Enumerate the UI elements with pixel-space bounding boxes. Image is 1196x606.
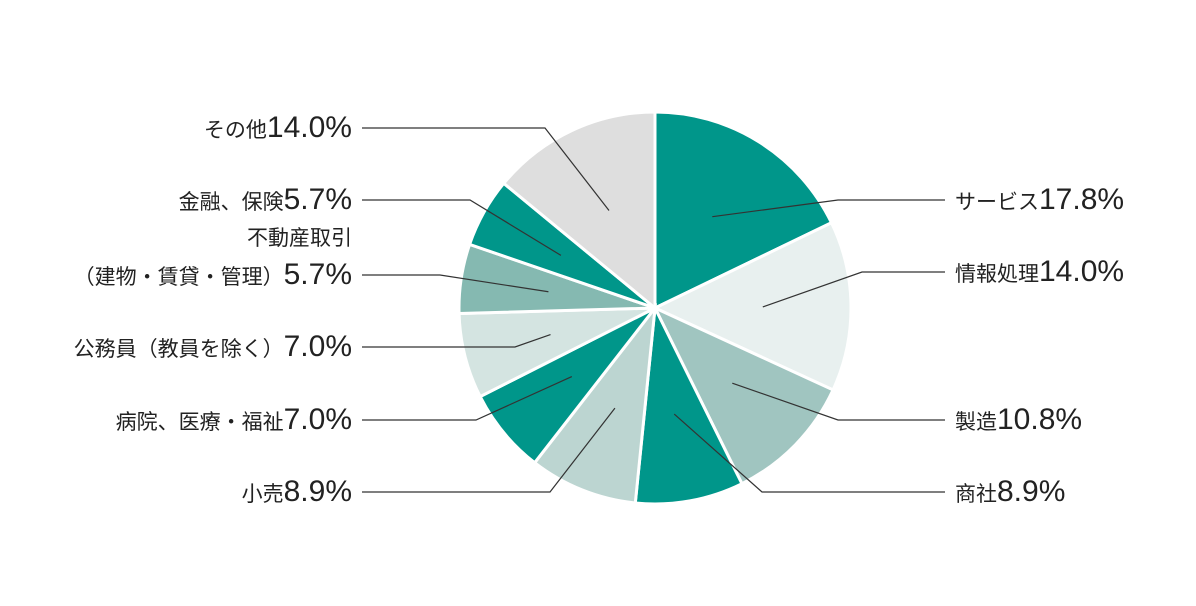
leader-line <box>712 199 945 218</box>
value-label: 5.7% <box>283 183 352 216</box>
value-label: 14.0% <box>266 111 352 144</box>
pie-slice <box>651 220 853 392</box>
leader-line <box>362 333 551 348</box>
slice-label: 商社8.9% <box>955 470 1065 514</box>
category-label: 製造 <box>955 410 997 434</box>
category-label: 小売 <box>241 482 284 506</box>
category-label: 金融、保険 <box>178 190 284 214</box>
slice-label: 情報処理14.0% <box>955 250 1124 294</box>
category-label: 商社 <box>955 482 997 506</box>
leader-line <box>362 127 610 211</box>
slice-label: その他14.0% <box>204 106 352 150</box>
slice-label: 製造10.8% <box>955 398 1082 442</box>
category-label: サービス <box>955 190 1039 214</box>
leader-line <box>362 274 549 293</box>
pie-slice <box>532 302 658 505</box>
value-label: 7.0% <box>283 330 352 363</box>
slice-label: 病院、医療・福祉7.0% <box>116 398 352 442</box>
leader-line <box>362 407 616 493</box>
leader-line <box>762 271 945 308</box>
slice-label: サービス17.8% <box>955 178 1124 222</box>
value-label: 8.9% <box>997 475 1066 508</box>
leader-line <box>732 382 945 421</box>
slice-label: 不動産取引 （建物・賃貸・管理）5.7% <box>74 223 352 297</box>
value-label: 17.8% <box>1039 183 1125 216</box>
slice-label: 公務員（教員を除く）7.0% <box>74 325 352 369</box>
category-label: 病院、医療・福祉 <box>115 410 284 434</box>
value-label: 10.8% <box>997 403 1083 436</box>
value-label: 14.0% <box>1039 255 1125 288</box>
slice-label: 金融、保険5.7% <box>179 178 352 222</box>
category-label: 情報処理 <box>955 262 1039 286</box>
category-label: 不動産取引 （建物・賃貸・管理） <box>73 226 352 290</box>
category-label: その他 <box>203 118 267 142</box>
pie-slice <box>653 110 834 311</box>
category-label: 公務員（教員を除く） <box>73 337 284 361</box>
slice-label: 小売8.9% <box>242 470 352 514</box>
leader-line <box>362 199 562 256</box>
leader-line <box>362 376 573 421</box>
pie-slice <box>633 302 744 506</box>
pie-slice <box>501 110 657 312</box>
value-label: 5.7% <box>283 258 352 292</box>
value-label: 7.0% <box>283 403 352 436</box>
value-label: 8.9% <box>283 475 352 508</box>
leader-line <box>673 413 945 493</box>
